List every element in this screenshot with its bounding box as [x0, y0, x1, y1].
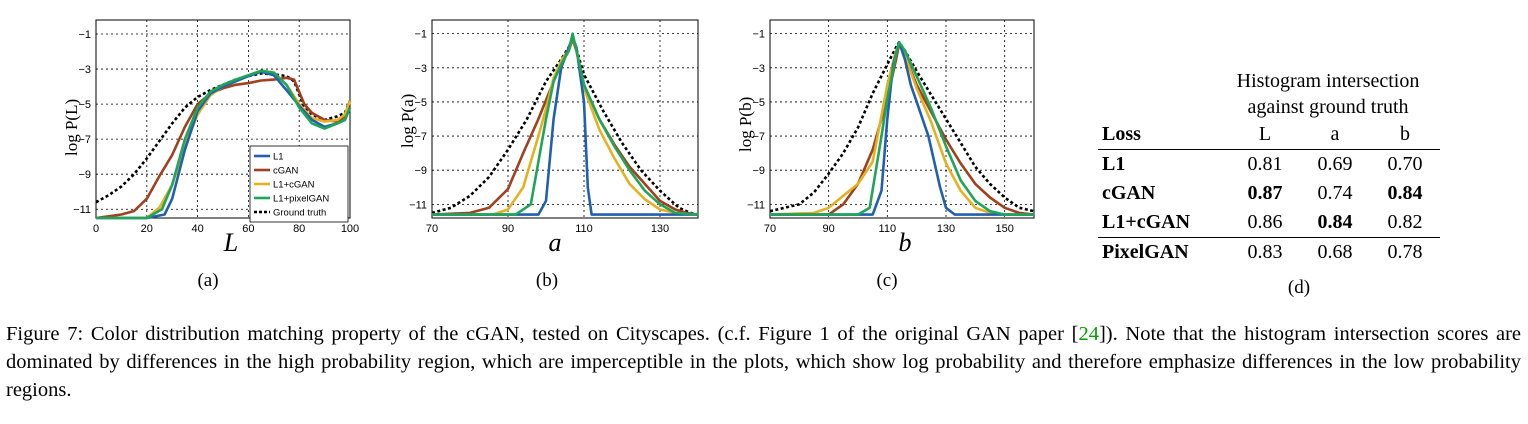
x-axis-label-a: L — [223, 228, 239, 257]
y-tick-label: −11 — [747, 199, 765, 211]
y-tick-label: −3 — [414, 63, 427, 75]
row-loss-name: L1 — [1102, 153, 1126, 175]
y-tick-label: −7 — [752, 131, 765, 143]
cell-b: 0.70 — [1387, 153, 1423, 175]
x-tick-label: 100 — [341, 223, 359, 235]
y-tick-label: −3 — [752, 63, 765, 75]
axes-frame — [769, 19, 1035, 219]
x-tick-label: 70 — [426, 223, 438, 235]
cell-a: 0.68 — [1300, 237, 1370, 267]
x-axis-label-b: a — [548, 228, 562, 257]
panel-label-b: (b) — [535, 270, 559, 291]
y-axis-label-c: log P(b) — [736, 96, 755, 152]
panel-a: 0 20 40 60 80 100 −1 −3 −5 −7 −9 −11 L1 cGAN L1+cGAN L1… — [0, 0, 370, 300]
legend-label: L1+cGAN — [273, 180, 315, 191]
y-tick-label: −7 — [78, 134, 91, 146]
col-header-b: b — [1370, 120, 1440, 150]
cell-L: 0.87 — [1247, 182, 1283, 204]
cell-b: 0.84 — [1387, 182, 1423, 204]
col-header-a: a — [1300, 120, 1370, 150]
x-tick-label: 130 — [651, 223, 669, 235]
x-tick-label: 80 — [293, 223, 305, 235]
citation-link[interactable]: 24 — [1078, 323, 1099, 345]
x-tick-label: 150 — [995, 223, 1013, 235]
figure-caption: Figure 7: Color distribution matching pr… — [6, 320, 1521, 404]
y-tick-label: −11 — [73, 204, 91, 216]
x-tick-label: 40 — [191, 223, 203, 235]
series-line-ground-truth — [431, 37, 699, 216]
y-tick-label: −1 — [78, 29, 91, 41]
y-tick-label: −1 — [752, 29, 765, 41]
table-title-line2: against ground truth — [1247, 96, 1409, 118]
series-line-l1-pixelgan — [432, 32, 699, 216]
histogram-table-panel: Histogram intersection against ground tr… — [1098, 68, 1458, 299]
y-tick-label: −5 — [414, 97, 427, 109]
col-header-L: L — [1230, 120, 1300, 150]
y-tick-label: −9 — [752, 165, 765, 177]
panel-b: 70 90 110 130 −1 −3 −5 −7 −9 −11 log P(a) a (b) — [0, 0, 720, 300]
panel-label-d: (d) — [1287, 277, 1311, 298]
x-tick-label: 60 — [242, 223, 254, 235]
cell-L: 0.86 — [1247, 211, 1283, 233]
plot-a: 0 20 40 60 80 100 −1 −3 −5 −7 −9 −11 L1 cGAN L1+cGAN L1… — [73, 19, 359, 235]
row-loss-name: cGAN — [1102, 182, 1156, 204]
x-axis-label-c: b — [898, 228, 912, 257]
cell-L: 0.83 — [1230, 237, 1300, 267]
legend-label: L1 — [273, 152, 284, 163]
axes-frame — [431, 19, 699, 219]
x-tick-label: 90 — [502, 223, 514, 235]
series-line-l1 — [770, 40, 1034, 216]
table-row: PixelGAN 0.83 0.68 0.78 — [1098, 237, 1440, 267]
cell-b: 0.78 — [1370, 237, 1440, 267]
y-tick-label: −11 — [409, 199, 427, 211]
cell-L: 0.81 — [1247, 153, 1283, 175]
axes-frame — [95, 19, 351, 219]
legend-label: Ground truth — [273, 208, 326, 219]
table-row: cGAN 0.87 0.74 0.84 — [1098, 179, 1440, 208]
histogram-intersection-table: Loss L a b L1 0.81 0.69 0.70 cGAN 0.87 0… — [1098, 120, 1440, 267]
panel-c: 70 90 110 130 150 −1 −3 −5 −7 −9 −11 log P(b) b (c… — [0, 0, 1060, 300]
x-tick-label: 110 — [879, 223, 897, 235]
table-row: L1 0.81 0.69 0.70 — [1098, 150, 1440, 180]
plot-b: 70 90 110 130 −1 −3 −5 −7 −9 −11 — [409, 19, 699, 235]
table-title: Histogram intersection against ground tr… — [1208, 68, 1448, 120]
series-line-l1-pixelgan — [96, 69, 352, 220]
row-loss-name: L1+cGAN — [1102, 211, 1191, 233]
table-row: L1+cGAN 0.86 0.84 0.82 — [1098, 208, 1440, 238]
x-tick-label: 20 — [141, 223, 153, 235]
plot-c: 70 90 110 130 150 −1 −3 −5 −7 −9 −11 — [747, 19, 1035, 235]
y-tick-label: −1 — [414, 29, 427, 41]
x-tick-label: 130 — [937, 223, 955, 235]
y-tick-label: −7 — [414, 131, 427, 143]
cell-a: 0.69 — [1317, 153, 1353, 175]
series-line-cgan — [95, 76, 352, 220]
legend-label: L1+pixelGAN — [273, 194, 329, 205]
panel-label-c: (c) — [876, 270, 898, 291]
x-tick-label: 90 — [823, 223, 835, 235]
x-tick-label: 110 — [575, 223, 593, 235]
table-header-row: Loss L a b — [1098, 120, 1440, 150]
table-title-line1: Histogram intersection — [1236, 70, 1420, 92]
x-tick-label: 0 — [93, 223, 99, 235]
cell-a: 0.84 — [1317, 211, 1353, 233]
cell-a: 0.74 — [1317, 182, 1353, 204]
x-tick-label: 70 — [764, 223, 776, 235]
cell-b: 0.82 — [1387, 211, 1423, 233]
y-tick-label: −9 — [414, 165, 427, 177]
y-tick-label: −5 — [752, 97, 765, 109]
y-tick-label: −5 — [78, 99, 91, 111]
y-tick-label: −9 — [78, 169, 91, 181]
caption-text-2: ]). Note that the histogram intersection… — [6, 323, 1521, 401]
panel-label-a: (a) — [197, 270, 219, 291]
caption-text-1: Figure 7: Color distribution matching pr… — [6, 323, 1079, 345]
row-loss-name: PixelGAN — [1098, 237, 1230, 267]
legend-label: cGAN — [273, 166, 298, 177]
series-line-l1-pixelgan — [770, 40, 1034, 216]
col-header-loss: Loss — [1098, 120, 1230, 150]
y-tick-label: −3 — [78, 64, 91, 76]
